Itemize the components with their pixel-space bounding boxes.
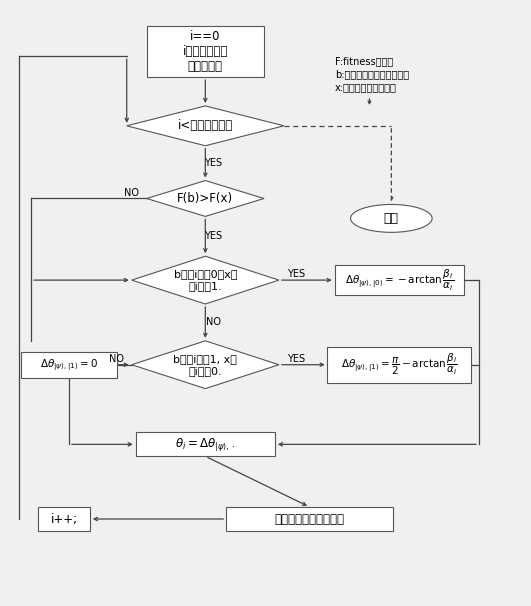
FancyBboxPatch shape [21,351,117,378]
FancyBboxPatch shape [147,26,264,76]
FancyBboxPatch shape [38,507,90,531]
Text: b的第i位为1, x的
第i位为0.: b的第i位为1, x的 第i位为0. [174,354,237,376]
FancyBboxPatch shape [226,507,393,531]
Text: x:当前个体二进制串；: x:当前个体二进制串； [335,82,397,92]
Text: b:当前最优个体二进制串；: b:当前最优个体二进制串； [335,69,409,79]
Text: b的第i位为0且x的
第i位为1.: b的第i位为0且x的 第i位为1. [174,269,237,291]
Text: F(b)>F(x): F(b)>F(x) [177,192,234,205]
Text: NO: NO [109,354,124,364]
Text: YES: YES [204,158,222,168]
Text: NO: NO [124,187,139,198]
Text: i++;: i++; [50,513,78,525]
FancyBboxPatch shape [335,265,464,295]
FancyBboxPatch shape [327,347,472,382]
Text: NO: NO [206,317,221,327]
Polygon shape [132,256,279,304]
Text: 停止: 停止 [384,212,399,225]
Text: 按照旋转角度进行进化: 按照旋转角度进行进化 [275,513,345,525]
Text: YES: YES [287,354,305,364]
Text: $\Delta\theta_{|\psi\rangle,|1\rangle}=\dfrac{\pi}{2}-\arctan\dfrac{\beta_i}{\al: $\Delta\theta_{|\psi\rangle,|1\rangle}=\… [341,352,458,378]
Text: YES: YES [204,231,222,241]
Polygon shape [132,341,279,388]
Text: $\Delta\theta_{|\psi\rangle,|1\rangle}=0$: $\Delta\theta_{|\psi\rangle,|1\rangle}=0… [40,357,98,373]
FancyBboxPatch shape [136,433,275,456]
Text: $\Delta\theta_{|\psi\rangle,|0\rangle}=-\arctan\dfrac{\beta_i}{\alpha_i}$: $\Delta\theta_{|\psi\rangle,|0\rangle}=-… [345,268,454,293]
Text: YES: YES [287,269,305,279]
Ellipse shape [350,204,432,232]
Text: F:fitness函数；: F:fitness函数； [335,56,393,66]
Text: i==0
i为个体中量子
比特串下标: i==0 i为个体中量子 比特串下标 [183,30,228,73]
Text: $\theta_i=\Delta\theta_{|\psi\rangle,\cdot}$: $\theta_i=\Delta\theta_{|\psi\rangle,\cd… [175,436,236,453]
Polygon shape [127,106,284,145]
Text: i<量子比特总数: i<量子比特总数 [178,119,233,132]
Polygon shape [147,181,264,216]
